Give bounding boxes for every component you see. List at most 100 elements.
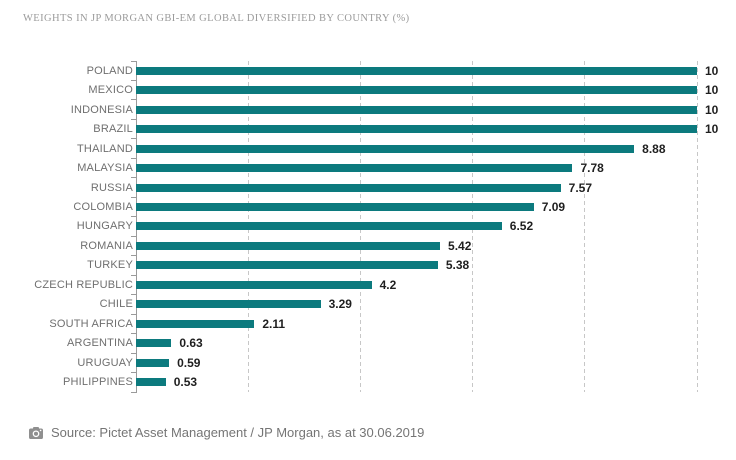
chart-row: URUGUAY 0.59	[0, 352, 736, 372]
axis-tick	[131, 372, 137, 373]
axis-tick	[131, 99, 137, 101]
value-label: 0.63	[179, 336, 203, 351]
value-label: 7.78	[580, 161, 604, 176]
bar	[136, 125, 697, 134]
bar-chart: POLAND 10 MEXICO 10 INDONESIA 10 BRAZIL 10 THAIL…	[0, 60, 736, 393]
bar	[136, 300, 321, 309]
gridline	[584, 61, 586, 392]
chart-row: SOUTH AFRICA 2.11	[0, 313, 736, 333]
chart-row: MALAYSIA 7.78	[0, 157, 736, 177]
bar-track: 7.57	[136, 178, 697, 197]
country-label: THAILAND	[77, 142, 133, 155]
value-label: 0.59	[177, 355, 201, 370]
country-label: CZECH REPUBLIC	[34, 278, 133, 291]
country-label: URUGUAY	[77, 356, 133, 369]
chart-row: POLAND 10	[0, 60, 736, 80]
country-label: TURKEY	[87, 259, 133, 272]
bar-track: 5.38	[136, 256, 697, 275]
bar-track: 3.29	[136, 295, 697, 314]
country-label: MALAYSIA	[77, 162, 133, 175]
bar	[136, 86, 697, 95]
bar	[136, 203, 534, 212]
chart-title: WEIGHTS IN JP MORGAN GBI-EM GLOBAL DIVER…	[23, 13, 410, 24]
bar-track: 7.78	[136, 158, 697, 177]
axis-tick	[131, 216, 137, 218]
bar-track: 0.53	[136, 373, 697, 392]
axis-tick	[131, 138, 137, 140]
value-label: 5.42	[448, 238, 472, 253]
chart-row: RUSSIA 7.57	[0, 177, 736, 197]
chart-rows: POLAND 10 MEXICO 10 INDONESIA 10 BRAZIL 10 THAIL…	[0, 60, 736, 392]
country-label: HUNGARY	[76, 220, 133, 233]
chart-row: TURKEY 5.38	[0, 255, 736, 275]
bar-track: 8.88	[136, 139, 697, 158]
axis-tick	[131, 352, 137, 354]
source-text: Source: Pictet Asset Management / JP Mor…	[51, 425, 425, 440]
chart-row: ARGENTINA 0.63	[0, 333, 736, 353]
country-label: SOUTH AFRICA	[49, 317, 133, 330]
country-label: MEXICO	[88, 84, 133, 97]
bar	[136, 164, 573, 173]
country-label: RUSSIA	[90, 181, 133, 194]
country-label: BRAZIL	[93, 123, 133, 136]
bar	[136, 144, 635, 153]
axis-tick	[131, 313, 137, 315]
axis-tick	[131, 118, 137, 120]
value-label: 10	[705, 102, 719, 117]
chart-row: CHILE 3.29	[0, 294, 736, 314]
bar-track: 5.42	[136, 236, 697, 255]
chart-row: BRAZIL 10	[0, 118, 736, 138]
country-label: ARGENTINA	[67, 337, 133, 350]
axis-tick	[131, 235, 137, 237]
chart-row: THAILAND 8.88	[0, 138, 736, 158]
bar-track: 6.52	[136, 217, 697, 236]
bar	[136, 183, 561, 192]
chart-row: HUNGARY 6.52	[0, 216, 736, 236]
bar-track: 4.2	[136, 275, 697, 294]
value-label: 7.57	[568, 180, 593, 195]
axis-tick	[131, 294, 137, 296]
chart-row: PHILIPPINES 0.53	[0, 372, 736, 392]
bar	[136, 222, 502, 231]
value-label: 3.29	[328, 297, 352, 312]
bar	[136, 378, 166, 387]
bar-track: 10	[136, 80, 718, 99]
bar-track: 0.59	[136, 353, 697, 372]
country-label: ROMANIA	[80, 239, 133, 252]
value-label: 10	[705, 83, 719, 98]
value-label: 0.53	[173, 375, 198, 390]
source-line: Source: Pictet Asset Management / JP Mor…	[29, 425, 424, 440]
country-label: PHILIPPINES	[62, 376, 133, 389]
chart-row: MEXICO 10	[0, 79, 736, 99]
chart-row: ROMANIA 5.42	[0, 235, 736, 255]
bar	[136, 280, 372, 289]
gridline	[696, 61, 698, 392]
bar	[136, 241, 441, 250]
value-label: 10	[705, 63, 719, 78]
axis-tick	[131, 79, 137, 81]
bar-track: 10	[136, 119, 718, 138]
bar-track: 10	[136, 100, 718, 119]
value-label: 5.38	[445, 258, 470, 273]
bar-track: 7.09	[136, 197, 697, 216]
bar	[136, 319, 255, 328]
bar-track: 10	[136, 61, 718, 80]
chart-row: COLOMBIA 7.09	[0, 196, 736, 216]
country-label: POLAND	[86, 64, 133, 77]
value-label: 10	[705, 122, 719, 137]
axis-tick	[131, 60, 137, 62]
axis-tick	[131, 333, 137, 335]
value-label: 6.52	[509, 219, 534, 234]
bar	[136, 66, 697, 75]
axis-tick	[131, 274, 137, 276]
bar-track: 0.63	[136, 334, 697, 353]
axis-tick	[131, 196, 137, 198]
camera-icon	[29, 426, 43, 439]
country-label: CHILE	[99, 298, 133, 311]
bar	[136, 358, 170, 367]
chart-row: CZECH REPUBLIC 4.2	[0, 274, 736, 294]
axis-tick	[131, 255, 137, 257]
value-label: 7.09	[541, 200, 566, 215]
axis-tick	[131, 391, 137, 393]
